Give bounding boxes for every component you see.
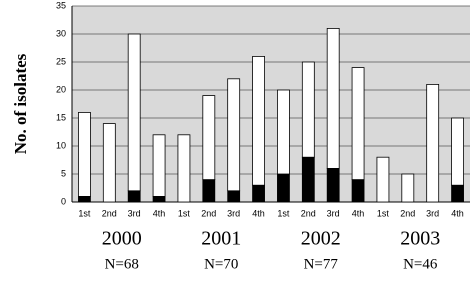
bar-segment: [351, 67, 365, 180]
y-tick-label: 15: [56, 112, 66, 122]
bar-segment: [202, 179, 216, 203]
x-tick-label: 2nd: [201, 208, 216, 218]
x-tick-label: 3rd: [128, 208, 141, 218]
year-label: 2002: [301, 228, 341, 250]
y-tick-label: 10: [56, 140, 66, 150]
x-tick-label: 3rd: [426, 208, 439, 218]
x-tick-label: 4th: [352, 208, 365, 218]
x-tick-label: 1st: [78, 208, 91, 218]
bar-segment: [177, 134, 191, 203]
bar-segment: [127, 33, 141, 192]
x-tick-label: 4th: [451, 208, 464, 218]
bar-segment: [376, 156, 390, 203]
bar-segment: [426, 84, 440, 203]
x-tick-label: 3rd: [327, 208, 340, 218]
x-tick-label: 2nd: [301, 208, 316, 218]
n-label: N=77: [304, 256, 339, 272]
year-label: 2003: [400, 228, 440, 250]
bar-segment: [127, 190, 141, 203]
bar-segment: [227, 190, 241, 203]
bar-segment: [227, 78, 241, 192]
y-tick-label: 0: [61, 196, 66, 206]
y-tick-label: 25: [56, 56, 66, 66]
x-tick-label: 4th: [252, 208, 265, 218]
bar-segment: [326, 167, 340, 203]
y-tick-label: 35: [56, 0, 66, 10]
bar-segment: [451, 117, 464, 186]
bar-segment: [351, 179, 365, 203]
bar-segment: [78, 195, 91, 203]
x-tick-label: 4th: [153, 208, 166, 218]
bar-segment: [152, 195, 166, 203]
bar-segment: [102, 123, 116, 203]
x-tick-label: 1st: [178, 208, 191, 218]
bar-segment: [301, 156, 315, 203]
x-tick-label: 2nd: [400, 208, 415, 218]
year-label: 2000: [102, 228, 142, 250]
y-tick-label: 20: [56, 84, 66, 94]
y-axis-label: No. of isolates: [11, 53, 30, 154]
bar-segment: [252, 184, 265, 203]
n-label: N=68: [105, 256, 139, 272]
y-tick-label: 5: [61, 168, 66, 178]
x-tick-label: 1st: [377, 208, 390, 218]
year-label: 2001: [201, 228, 241, 250]
bar-segment: [252, 56, 265, 186]
bar-segment: [301, 61, 315, 158]
bar-segment: [451, 184, 464, 203]
bar-segment: [277, 89, 290, 175]
bar-segment: [326, 27, 340, 169]
bar-segment: [401, 173, 415, 203]
bar-segment: [277, 173, 290, 203]
n-label: N=70: [204, 256, 238, 272]
bar-segment: [152, 134, 166, 197]
bar-segment: [202, 95, 216, 180]
x-tick-label: 2nd: [102, 208, 117, 218]
y-tick-label: 30: [56, 28, 66, 38]
n-label: N=46: [403, 256, 438, 272]
x-tick-label: 3rd: [227, 208, 240, 218]
bar-segment: [78, 112, 91, 197]
x-tick-label: 1st: [277, 208, 290, 218]
